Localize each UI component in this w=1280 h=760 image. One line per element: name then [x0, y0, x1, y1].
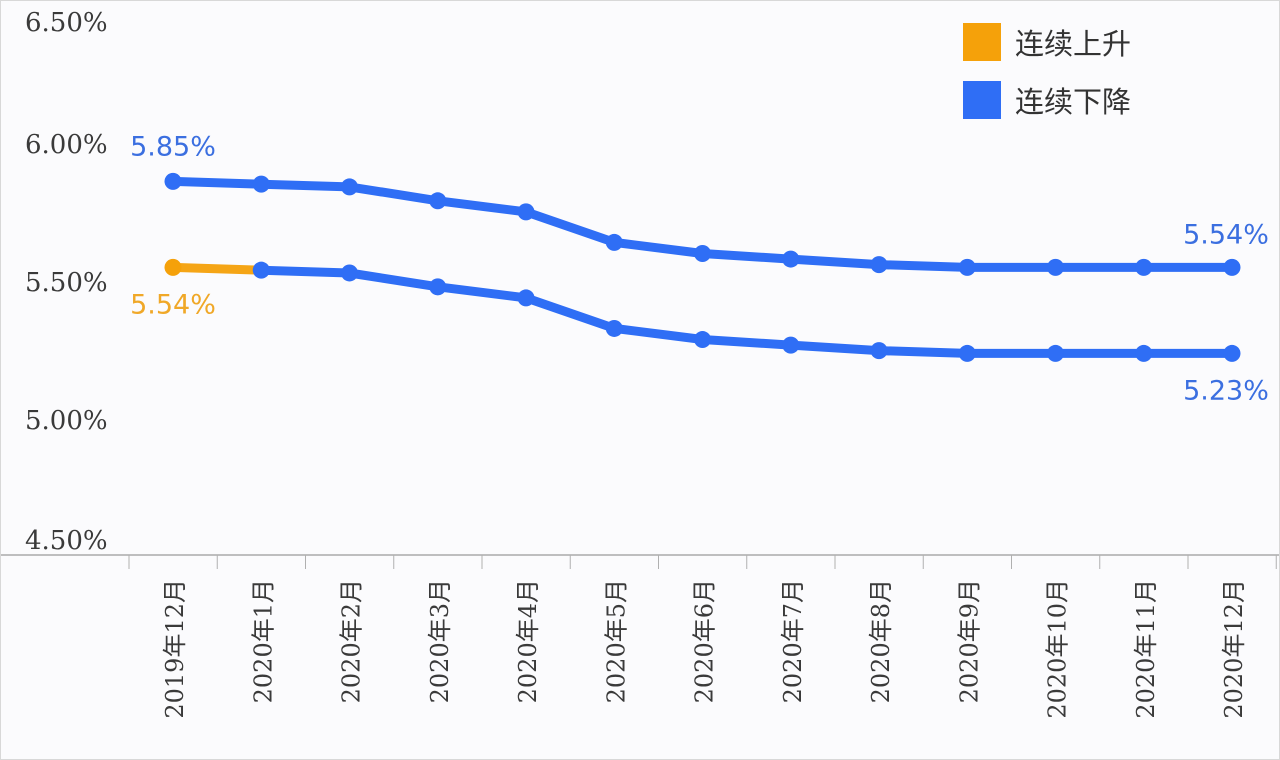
data-point [694, 245, 711, 263]
y-tick-label: 4.50% [25, 526, 108, 556]
data-point [1047, 344, 1064, 362]
x-tick-label: 2020年5月 [602, 579, 630, 703]
x-tick-label: 2020年11月 [1132, 579, 1160, 719]
legend-swatch [963, 81, 1001, 119]
data-point [958, 258, 976, 276]
data-point [870, 342, 888, 360]
data-label: 5.23% [1183, 375, 1269, 406]
x-tick-label: 2020年1月 [249, 579, 277, 703]
data-point [341, 264, 358, 282]
data-point [429, 192, 447, 210]
legend-swatch [963, 23, 1001, 61]
x-tick-label: 2020年12月 [1220, 579, 1248, 719]
x-tick-label: 2020年9月 [955, 579, 983, 703]
data-point [1135, 344, 1153, 362]
x-tick-label: 2020年7月 [779, 579, 807, 703]
data-point [1223, 258, 1241, 276]
data-label: 5.54% [1183, 219, 1269, 250]
data-point [958, 344, 976, 362]
data-point [605, 233, 623, 251]
data-point [164, 172, 182, 190]
x-tick-label: 2019年12月 [161, 579, 189, 719]
data-point [517, 289, 535, 307]
y-tick-label: 5.00% [25, 406, 108, 436]
x-tick-label: 2020年4月 [514, 579, 542, 703]
data-point [694, 331, 711, 349]
x-tick-label: 2020年6月 [691, 579, 719, 703]
data-point [429, 278, 447, 296]
data-point [782, 250, 800, 268]
data-point [605, 319, 623, 337]
data-point [1135, 258, 1153, 276]
series-line-2 [256, 265, 1237, 358]
series-line-segment-rising [168, 262, 266, 275]
x-tick-label: 2020年10月 [1044, 579, 1072, 719]
data-point [1047, 258, 1064, 276]
y-tick-label: 5.50% [25, 268, 108, 298]
data-point [517, 203, 535, 221]
x-tick-label: 2020年8月 [867, 579, 895, 703]
data-point [252, 175, 270, 193]
data-point [252, 261, 270, 279]
x-tick-label: 2020年3月 [426, 579, 454, 703]
y-tick-label: 6.00% [25, 130, 108, 160]
legend-label: 连续上升 [1015, 27, 1131, 61]
data-point [782, 336, 800, 354]
data-label: 5.54% [130, 289, 216, 320]
data-point [1223, 344, 1241, 362]
data-point [164, 258, 182, 276]
data-point [870, 256, 888, 274]
legend-label: 连续下降 [1015, 85, 1131, 119]
x-tick-label: 2020年2月 [338, 579, 366, 703]
y-tick-label: 6.50% [25, 8, 108, 38]
data-point [341, 178, 358, 196]
data-label: 5.85% [130, 131, 216, 162]
